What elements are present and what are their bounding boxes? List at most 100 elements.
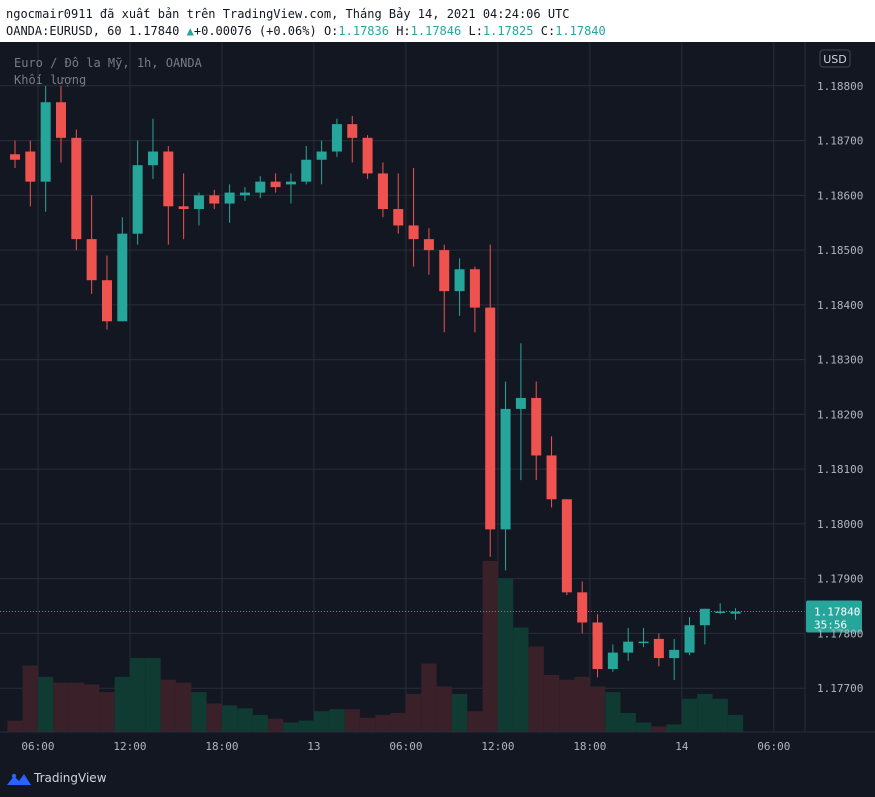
volume-bar [681, 698, 698, 732]
y-tick-label: 1.18700 [817, 135, 863, 148]
candle-body [255, 181, 266, 193]
volume-bar [727, 714, 744, 732]
candle-body [699, 608, 710, 626]
volume-bar [267, 718, 284, 732]
x-tick-label: 06:00 [389, 740, 422, 753]
candle-body [270, 181, 281, 188]
volume-bar [313, 711, 330, 732]
volume-bar [329, 709, 345, 732]
volume-bar [528, 646, 544, 732]
price-tag [806, 600, 862, 633]
y-tick-label: 1.18600 [817, 189, 863, 202]
candle-body [454, 269, 465, 292]
volume-bar [421, 663, 437, 732]
candle-body [423, 239, 434, 251]
volume-bar [451, 694, 468, 732]
candle-body [209, 195, 220, 204]
candle-body [239, 192, 250, 196]
candle-body [117, 233, 128, 322]
candle-body [638, 641, 649, 644]
volume-bar [252, 714, 268, 732]
volume-bar [298, 720, 314, 732]
candle-body [439, 250, 450, 292]
y-tick-label: 1.17700 [817, 682, 863, 695]
candle-body [623, 641, 634, 653]
volume-bar [237, 708, 253, 732]
y-tick-label: 1.18200 [817, 408, 863, 421]
volume-bar [99, 692, 115, 732]
candle-body [163, 151, 174, 207]
last-price: 1.17840 [128, 24, 180, 38]
price-tag-value: 1.17840 [814, 606, 860, 619]
close-value: 1.17840 [555, 24, 606, 38]
open-label: O: [323, 24, 339, 38]
volume-bar [114, 676, 130, 732]
candle-body [193, 195, 204, 210]
volume-legend-label: Khối lượng [14, 73, 86, 87]
high-label: H: [396, 24, 411, 38]
volume-bar [390, 713, 406, 732]
volume-bar [635, 722, 652, 732]
candle-body [362, 137, 373, 174]
volume-bar [436, 686, 452, 732]
volume-bar [53, 682, 69, 732]
candle-body [653, 638, 664, 659]
candle-body [331, 124, 342, 152]
low-label: L: [468, 24, 483, 38]
y-tick-label: 1.18300 [817, 354, 863, 367]
candle-body [178, 206, 189, 210]
y-tick-label: 1.18000 [817, 518, 863, 531]
volume-bar [22, 665, 38, 732]
candle-body [147, 151, 158, 166]
volume-bar [574, 676, 590, 732]
symbol-name: OANDA:EURUSD, 60 [6, 24, 122, 38]
low-value: 1.17825 [482, 24, 534, 38]
volume-bar [68, 682, 84, 732]
symbol-info-line: OANDA:EURUSD, 60 1.17840 ▲+0.00076 (+0.0… [6, 24, 606, 38]
candle-body [561, 499, 572, 593]
candle-body [86, 239, 97, 281]
candle-body [25, 151, 36, 182]
candle-body [377, 173, 388, 210]
volume-bar [697, 694, 713, 732]
candle-body [485, 307, 496, 530]
price-tag-countdown: 35:56 [814, 619, 847, 632]
volume-bar [467, 711, 483, 732]
candle-body [500, 408, 511, 530]
volume-bar [283, 722, 299, 732]
candle-body [40, 102, 51, 182]
tradingview-brand[interactable]: TradingView [34, 771, 107, 785]
volume-bar [7, 720, 23, 732]
x-tick-label: 06:00 [21, 740, 54, 753]
y-tick-label: 1.18500 [817, 244, 863, 257]
volume-bar [513, 627, 529, 732]
volume-bar [221, 705, 238, 732]
candle-body [577, 592, 588, 623]
candle-body [55, 102, 66, 138]
high-value: 1.17846 [410, 24, 462, 38]
candle-body [684, 625, 695, 653]
candle-body [316, 151, 327, 160]
volume-bar [620, 713, 636, 732]
volume-bar [559, 679, 575, 732]
candle-body [393, 209, 404, 226]
volume-bar [605, 692, 621, 732]
chart-header: ngocmair0911 đã xuất bản trên TradingVie… [0, 0, 875, 42]
x-tick-label: 14 [675, 740, 689, 753]
open-value: 1.17836 [338, 24, 389, 38]
y-tick-label: 1.18400 [817, 299, 863, 312]
candle-body [515, 397, 526, 409]
volume-bar [543, 675, 560, 732]
candle-body [607, 652, 618, 670]
tradingview-logo-icon[interactable] [6, 772, 32, 786]
close-label: C: [540, 24, 556, 38]
y-tick-label: 1.17800 [817, 627, 863, 640]
y-tick-label: 1.18100 [817, 463, 863, 476]
volume-bar [651, 726, 667, 732]
volume-bar [175, 682, 192, 732]
currency-badge[interactable]: USD [819, 49, 851, 68]
x-tick-label: 12:00 [481, 740, 514, 753]
volume-bar [712, 698, 728, 732]
y-tick-label: 1.18800 [817, 80, 863, 93]
